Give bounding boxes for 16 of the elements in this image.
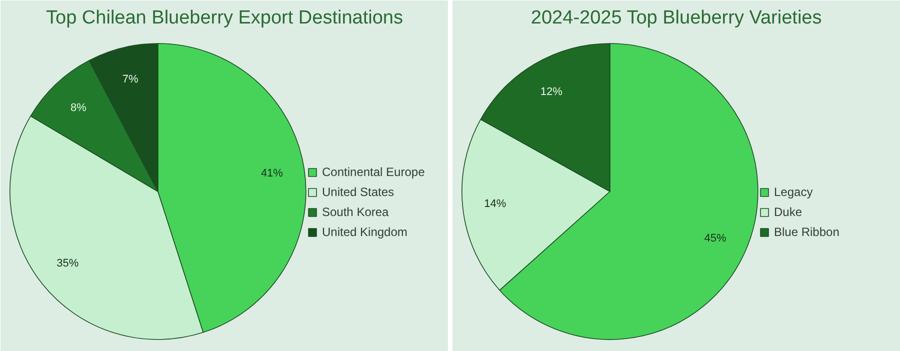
- chart-title: Top Chilean Blueberry Export Destinations: [46, 8, 403, 28]
- legend-label: United States: [322, 185, 394, 199]
- legend-label: Legacy: [774, 185, 813, 199]
- data-label: 45%: [704, 232, 727, 245]
- data-label: 12%: [540, 86, 563, 98]
- data-label: 8%: [70, 102, 87, 114]
- legend-label: Duke: [774, 205, 802, 219]
- data-label: 35%: [56, 257, 79, 270]
- data-label: 41%: [260, 168, 284, 180]
- chart-title: 2024-2025 Top Blueberry Varieties: [530, 8, 822, 28]
- data-label: 7%: [122, 73, 138, 86]
- data-label: 14%: [484, 198, 506, 210]
- legend-label: Blue Ribbon: [774, 225, 840, 239]
- legend-label: Continental Europe: [322, 165, 425, 179]
- legend-label: United Kingdom: [322, 225, 408, 239]
- legend-label: South Korea: [322, 205, 389, 219]
